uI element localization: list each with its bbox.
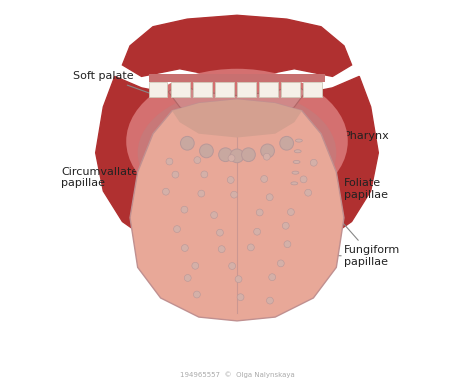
Circle shape bbox=[201, 171, 208, 178]
Bar bbox=[171, 82, 190, 97]
Ellipse shape bbox=[292, 171, 299, 174]
Bar bbox=[303, 82, 322, 97]
Circle shape bbox=[227, 176, 234, 183]
Circle shape bbox=[228, 262, 236, 269]
Circle shape bbox=[194, 157, 201, 163]
Circle shape bbox=[305, 189, 311, 196]
Ellipse shape bbox=[291, 182, 298, 185]
Circle shape bbox=[277, 260, 284, 267]
Circle shape bbox=[237, 294, 244, 301]
Ellipse shape bbox=[294, 150, 301, 153]
Ellipse shape bbox=[232, 141, 242, 150]
Text: Foliate
papillae: Foliate papillae bbox=[299, 178, 388, 200]
Circle shape bbox=[210, 212, 218, 219]
Circle shape bbox=[192, 262, 199, 269]
Circle shape bbox=[266, 194, 273, 201]
Ellipse shape bbox=[295, 139, 302, 142]
Circle shape bbox=[269, 274, 275, 281]
Circle shape bbox=[283, 222, 289, 229]
Polygon shape bbox=[168, 84, 306, 126]
Circle shape bbox=[163, 188, 169, 195]
Bar bbox=[237, 82, 256, 97]
Circle shape bbox=[181, 206, 188, 213]
Circle shape bbox=[261, 144, 274, 158]
Circle shape bbox=[200, 144, 213, 158]
Bar bbox=[149, 74, 325, 82]
Circle shape bbox=[166, 158, 173, 165]
Circle shape bbox=[228, 155, 235, 162]
Polygon shape bbox=[122, 15, 352, 76]
Ellipse shape bbox=[229, 122, 245, 145]
Bar bbox=[282, 82, 300, 97]
Circle shape bbox=[173, 226, 181, 233]
Text: Soft palate: Soft palate bbox=[73, 71, 169, 100]
Bar bbox=[215, 82, 234, 97]
Circle shape bbox=[261, 175, 268, 182]
Circle shape bbox=[172, 171, 179, 178]
Text: Pharynx: Pharynx bbox=[278, 131, 390, 152]
Polygon shape bbox=[172, 99, 302, 138]
Circle shape bbox=[198, 190, 205, 197]
Circle shape bbox=[310, 159, 317, 166]
Bar bbox=[149, 82, 167, 97]
Circle shape bbox=[218, 246, 225, 253]
Circle shape bbox=[184, 275, 191, 282]
Circle shape bbox=[264, 153, 270, 160]
Circle shape bbox=[182, 244, 188, 251]
Ellipse shape bbox=[293, 160, 300, 163]
Circle shape bbox=[193, 291, 201, 298]
Polygon shape bbox=[130, 99, 344, 321]
Ellipse shape bbox=[195, 130, 279, 199]
Circle shape bbox=[284, 241, 291, 248]
Bar bbox=[259, 82, 278, 97]
Circle shape bbox=[181, 136, 194, 150]
Circle shape bbox=[242, 148, 255, 162]
Circle shape bbox=[256, 209, 263, 216]
Circle shape bbox=[230, 149, 244, 163]
Circle shape bbox=[300, 176, 307, 183]
Circle shape bbox=[287, 209, 294, 215]
Circle shape bbox=[247, 244, 254, 251]
Circle shape bbox=[217, 229, 223, 236]
Circle shape bbox=[219, 148, 232, 162]
Polygon shape bbox=[96, 76, 378, 264]
Circle shape bbox=[280, 136, 293, 150]
Text: Circumvallate
papillae: Circumvallate papillae bbox=[61, 150, 196, 188]
Text: Fungiform
papillae: Fungiform papillae bbox=[239, 105, 400, 267]
Circle shape bbox=[266, 297, 273, 304]
Circle shape bbox=[235, 276, 242, 283]
Bar bbox=[193, 82, 212, 97]
Ellipse shape bbox=[126, 69, 348, 214]
Text: 194965557  ©  Olga Nalynskaya: 194965557 © Olga Nalynskaya bbox=[180, 372, 294, 378]
Circle shape bbox=[231, 191, 237, 198]
Circle shape bbox=[254, 228, 261, 235]
Ellipse shape bbox=[137, 90, 337, 216]
